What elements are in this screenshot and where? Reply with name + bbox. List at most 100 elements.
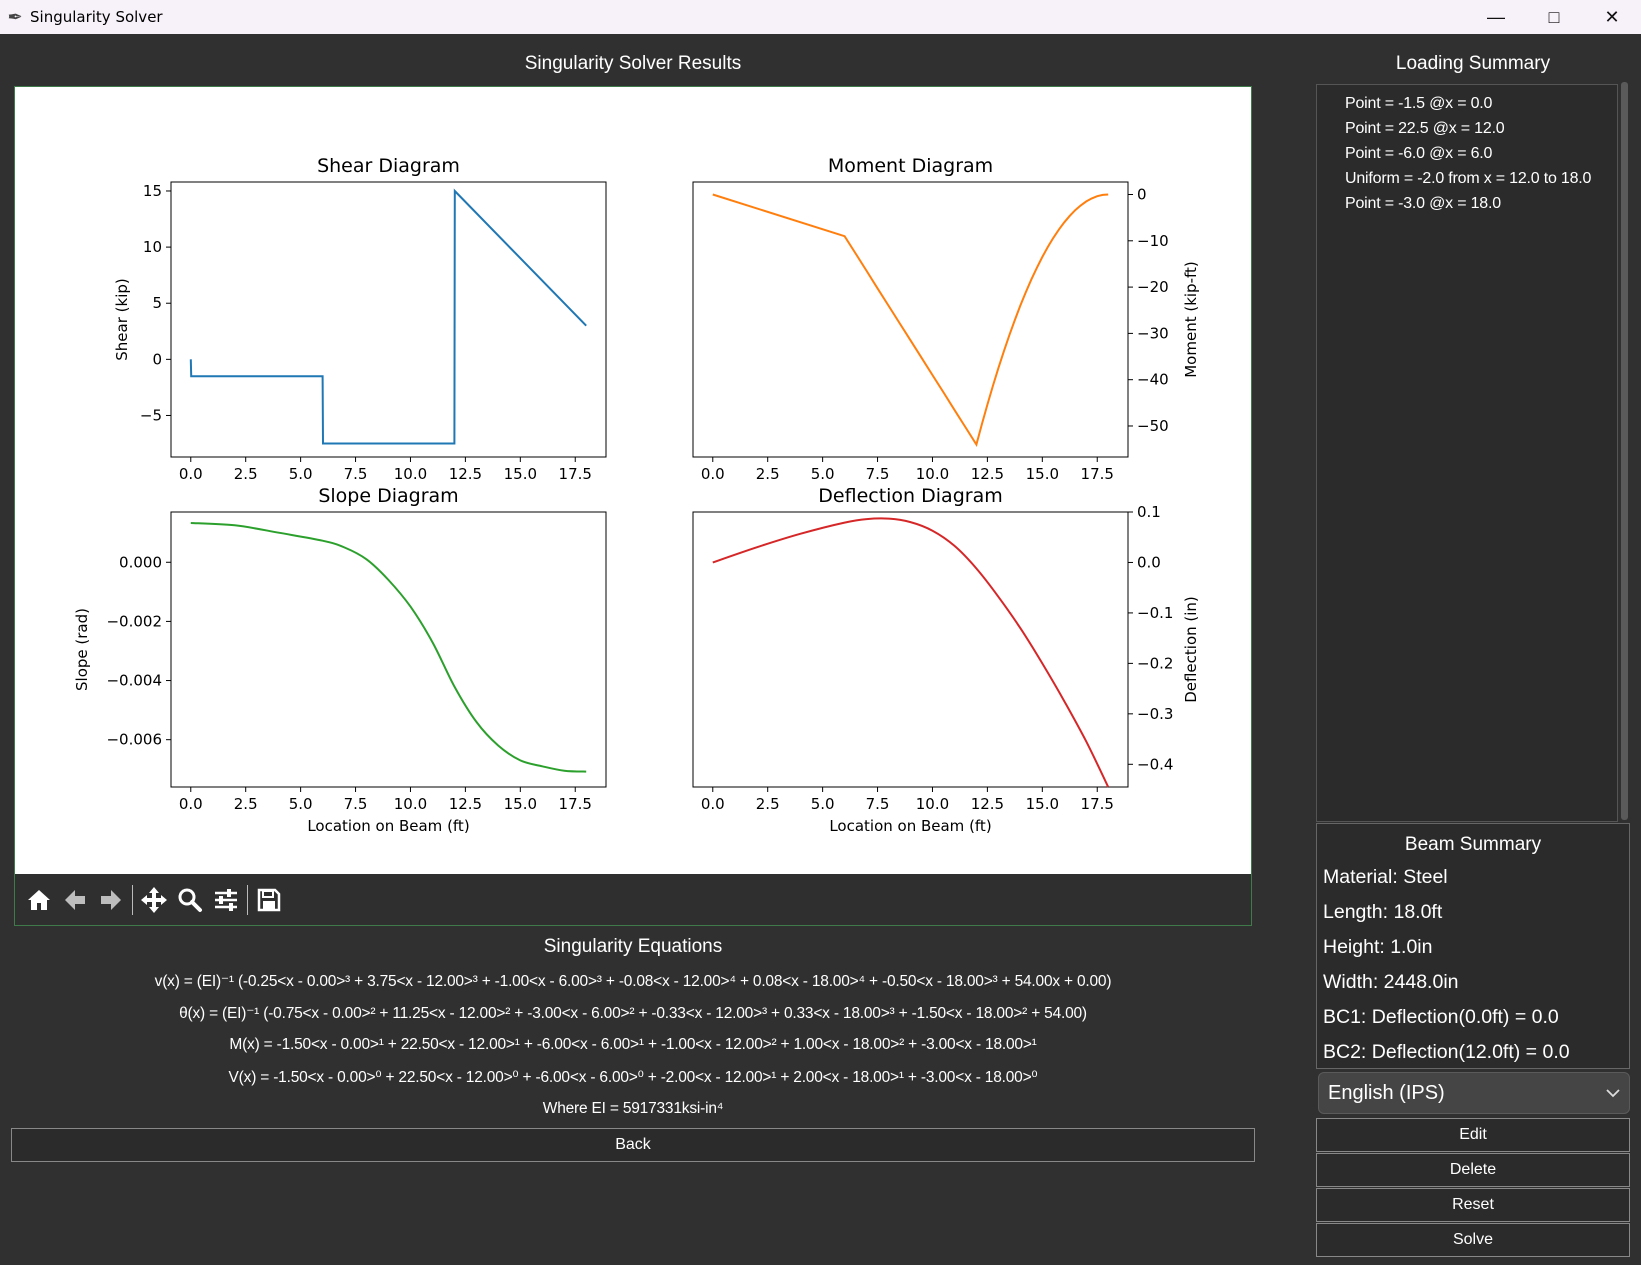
slope-x-tick-label: 10.0 <box>394 795 427 813</box>
slope-chart-title: Slope Diagram <box>318 485 458 507</box>
slope-x-tick-label: 5.0 <box>289 795 313 813</box>
shear-equation: V(x) = -1.50<x - 0.00>⁰ + 22.50<x - 12.0… <box>228 1069 1038 1086</box>
moment-x-tick-label: 15.0 <box>1026 465 1059 483</box>
back-arrow-icon[interactable] <box>57 882 93 918</box>
deflection-y-axis-label: Deflection (in) <box>1182 596 1200 703</box>
list-item[interactable]: Point = 22.5 @x = 12.0 <box>1345 120 1505 137</box>
moment-y-tick-label: 0 <box>1137 186 1147 204</box>
edit-button[interactable]: Edit <box>1316 1118 1630 1152</box>
shear-x-tick-label: 0.0 <box>179 465 203 483</box>
beam-width: Width: 2448.0in <box>1323 971 1459 993</box>
charts-svg: Shear Diagram 0.0 2.5 5.0 7.5 10.0 12.5 15.0 17.… <box>73 155 1200 835</box>
moment-y-tick-label: −10 <box>1137 232 1169 250</box>
shear-x-tick-label: 17.5 <box>559 465 592 483</box>
shear-y-tick-label: −5 <box>140 406 162 424</box>
shear-x-tick-label: 15.0 <box>504 465 537 483</box>
deflection-x-tick-label: 7.5 <box>866 795 890 813</box>
beam-bc2: BC2: Deflection(12.0ft) = 0.0 <box>1323 1041 1570 1063</box>
back-button[interactable]: Back <box>11 1128 1255 1162</box>
minimize-icon[interactable]: — <box>1487 6 1505 27</box>
deflection-plot-frame <box>692 511 1129 788</box>
plot-frame: Shear Diagram 0.0 2.5 5.0 7.5 10.0 12.5 15.0 17.… <box>14 86 1252 926</box>
beam-material: Material: Steel <box>1323 866 1448 888</box>
shear-x-tick-label: 7.5 <box>344 465 368 483</box>
plot-canvas[interactable]: Shear Diagram 0.0 2.5 5.0 7.5 10.0 12.5 15.0 17.… <box>15 87 1251 874</box>
window-title-bar: ✒ Singularity Solver — □ ✕ <box>0 0 1641 34</box>
deflection-y-tick-label: −0.1 <box>1137 604 1173 622</box>
chevron-down-icon <box>1605 1083 1621 1109</box>
zoom-icon[interactable] <box>172 882 208 918</box>
list-item[interactable]: Point = -6.0 @x = 6.0 <box>1345 145 1493 162</box>
save-icon[interactable] <box>251 882 287 918</box>
loading-summary-title: Loading Summary <box>1395 53 1551 74</box>
units-dropdown-value: English (IPS) <box>1328 1081 1445 1104</box>
deflection-series-line <box>712 517 1110 788</box>
close-icon[interactable]: ✕ <box>1604 6 1620 27</box>
slope-plot-frame <box>170 511 607 788</box>
deflection-x-tick-label: 2.5 <box>756 795 780 813</box>
deflection-y-tick-label: −0.2 <box>1137 654 1173 672</box>
deflection-y-tick-label: 0.0 <box>1137 553 1161 571</box>
moment-x-tick-label: 7.5 <box>866 465 890 483</box>
moment-x-tick-label: 2.5 <box>756 465 780 483</box>
deflection-y-tick-label: −0.4 <box>1137 755 1173 773</box>
list-item[interactable]: Uniform = -2.0 from x = 12.0 to 18.0 <box>1345 170 1592 187</box>
beam-bc1: BC1: Deflection(0.0ft) = 0.0 <box>1323 1006 1559 1028</box>
beam-height: Height: 1.0in <box>1323 936 1433 958</box>
list-item[interactable]: Point = -1.5 @x = 0.0 <box>1345 95 1493 112</box>
deflection-x-axis-label: Location on Beam (ft) <box>829 817 991 835</box>
moment-y-tick-label: −50 <box>1137 417 1169 435</box>
slope-y-tick-label: −0.002 <box>106 612 162 630</box>
moment-x-tick-label: 12.5 <box>971 465 1004 483</box>
deflection-x-tick-label: 0.0 <box>701 795 725 813</box>
deflection-y-tick-label: −0.3 <box>1137 705 1173 723</box>
moment-series-line <box>712 193 1109 447</box>
deflection-equation: v(x) = (EI)⁻¹ (-0.25<x - 0.00>³ + 3.75<x… <box>154 973 1112 990</box>
shear-x-tick-label: 2.5 <box>234 465 258 483</box>
deflection-x-tick-label: 15.0 <box>1026 795 1059 813</box>
home-icon[interactable] <box>21 882 57 918</box>
slope-y-axis-label: Slope (rad) <box>73 608 91 691</box>
moment-chart-title: Moment Diagram <box>828 155 993 177</box>
deflection-x-tick-label: 5.0 <box>811 795 835 813</box>
slope-x-tick-label: 17.5 <box>559 795 592 813</box>
slope-x-tick-label: 2.5 <box>234 795 258 813</box>
deflection-x-tick-label: 12.5 <box>971 795 1004 813</box>
shear-series-line <box>189 188 587 445</box>
units-dropdown[interactable]: English (IPS) <box>1318 1072 1630 1114</box>
beam-summary-panel: Beam Summary Material: Steel Length: 18.… <box>1316 823 1630 1069</box>
shear-x-tick-label: 10.0 <box>394 465 427 483</box>
results-heading: Singularity Solver Results <box>524 53 742 74</box>
feather-icon: ✒ <box>7 6 23 27</box>
list-item[interactable]: Point = -3.0 @x = 18.0 <box>1345 195 1501 212</box>
slope-x-tick-label: 15.0 <box>504 795 537 813</box>
shear-y-tick-label: 5 <box>152 294 162 312</box>
shear-chart-title: Shear Diagram <box>317 155 460 177</box>
shear-plot-frame <box>170 181 607 458</box>
beam-summary-title: Beam Summary <box>1404 834 1542 855</box>
slope-equation: θ(x) = (EI)⁻¹ (-0.75<x - 0.00>² + 11.25<… <box>179 1005 1087 1022</box>
moment-x-tick-label: 0.0 <box>701 465 725 483</box>
slope-x-axis-label: Location on Beam (ft) <box>307 817 469 835</box>
loading-summary-scrollbar[interactable] <box>1621 82 1628 820</box>
shear-y-tick-label: 10 <box>143 238 162 256</box>
forward-arrow-icon[interactable] <box>93 882 129 918</box>
reset-button[interactable]: Reset <box>1316 1188 1630 1222</box>
maximize-icon[interactable]: □ <box>1548 6 1560 27</box>
loading-summary-list[interactable]: Point = -1.5 @x = 0.0 Point = 22.5 @x = … <box>1316 84 1618 822</box>
moment-y-axis-label: Moment (kip-ft) <box>1182 261 1200 378</box>
configure-subplots-icon[interactable] <box>208 882 244 918</box>
slope-series-line <box>190 521 587 773</box>
shear-y-tick-label: 0 <box>152 350 162 368</box>
deflection-x-tick-label: 17.5 <box>1081 795 1114 813</box>
pan-icon[interactable] <box>136 882 172 918</box>
shear-x-tick-label: 5.0 <box>289 465 313 483</box>
delete-button[interactable]: Delete <box>1316 1153 1630 1187</box>
window-title: Singularity Solver <box>30 8 163 26</box>
moment-x-tick-label: 10.0 <box>916 465 949 483</box>
moment-x-tick-label: 17.5 <box>1081 465 1114 483</box>
solve-button[interactable]: Solve <box>1316 1223 1630 1257</box>
slope-y-tick-label: 0.000 <box>119 553 162 571</box>
moment-x-tick-label: 5.0 <box>811 465 835 483</box>
moment-plot-frame <box>692 181 1129 458</box>
